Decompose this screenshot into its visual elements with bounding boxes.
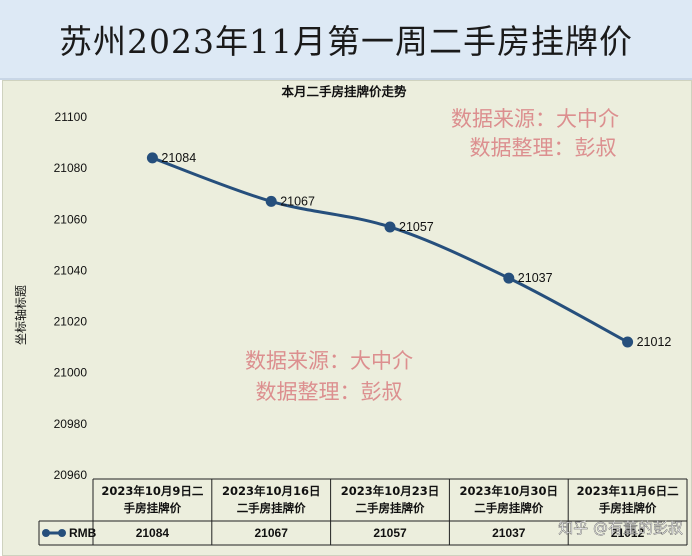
watermark-editor-top: 数据整理：彭叔 (470, 136, 617, 160)
y-tick-label: 21040 (54, 263, 88, 277)
legend-marker (58, 529, 66, 537)
x-category-label: 二手房挂牌价 (237, 501, 306, 515)
x-category-label: 2023年10月16日 (222, 484, 321, 498)
chart-panel: 本月二手房挂牌价走势 坐标轴标题 21100 21080 21060 21040 210… (2, 80, 692, 556)
y-tick-label: 21060 (54, 212, 88, 226)
y-tick-label: 21080 (54, 161, 88, 175)
watermark-source-mid: 数据来源：大中介 (245, 349, 413, 373)
data-label: 21012 (637, 335, 672, 349)
y-tick-label: 21020 (54, 315, 88, 329)
data-point (503, 272, 515, 284)
series-line-RMB (150, 156, 630, 344)
x-category-label: 2023年10月23日 (341, 484, 440, 498)
data-point (146, 152, 158, 164)
watermark-editor-mid: 数据整理：彭叔 (256, 380, 403, 404)
y-axis-title: 坐标轴标题 (13, 285, 28, 345)
banner-title: 苏州2023年11月第一周二手房挂牌价 (59, 22, 633, 61)
chart-title: 本月二手房挂牌价走势 (281, 84, 407, 99)
x-category-label: 二手房挂牌价 (474, 501, 543, 515)
table-value: 21057 (373, 526, 407, 540)
watermark-source-top: 数据来源：大中介 (451, 107, 619, 131)
data-label: 21037 (518, 271, 553, 285)
y-tick-label: 21000 (54, 366, 88, 380)
x-category-label: 2023年11月6日二 (577, 484, 680, 498)
table-value: 21067 (255, 526, 289, 540)
line-chart: 本月二手房挂牌价走势 坐标轴标题 21100 21080 21060 21040 210… (13, 84, 688, 546)
data-label: 21057 (399, 220, 434, 234)
x-category-label: 二手房挂牌价 (356, 501, 425, 515)
table-value: 21084 (136, 526, 170, 540)
y-tick-label: 20980 (54, 417, 88, 431)
y-tick-label: 20960 (54, 468, 88, 482)
x-category-label: 手房挂牌价 (124, 501, 182, 515)
table-value: 21037 (492, 526, 526, 540)
data-label: 21067 (280, 194, 315, 208)
banner: 苏州2023年11月第一周二手房挂牌价 (0, 0, 692, 80)
x-category-label: 2023年10月30日 (460, 484, 559, 498)
legend-label: RMB (69, 526, 97, 540)
data-point (622, 336, 634, 348)
data-point (384, 221, 396, 233)
legend-marker (42, 529, 50, 537)
table-value: 21012 (611, 526, 645, 540)
data-point (265, 195, 277, 207)
watermark-zhihu: 知乎 @有董的彭叔 (558, 519, 683, 537)
x-category-label: 2023年10月9日二 (101, 484, 204, 498)
data-label: 21084 (161, 151, 196, 165)
x-category-label: 手房挂牌价 (599, 501, 657, 515)
y-tick-label: 21100 (55, 110, 88, 124)
